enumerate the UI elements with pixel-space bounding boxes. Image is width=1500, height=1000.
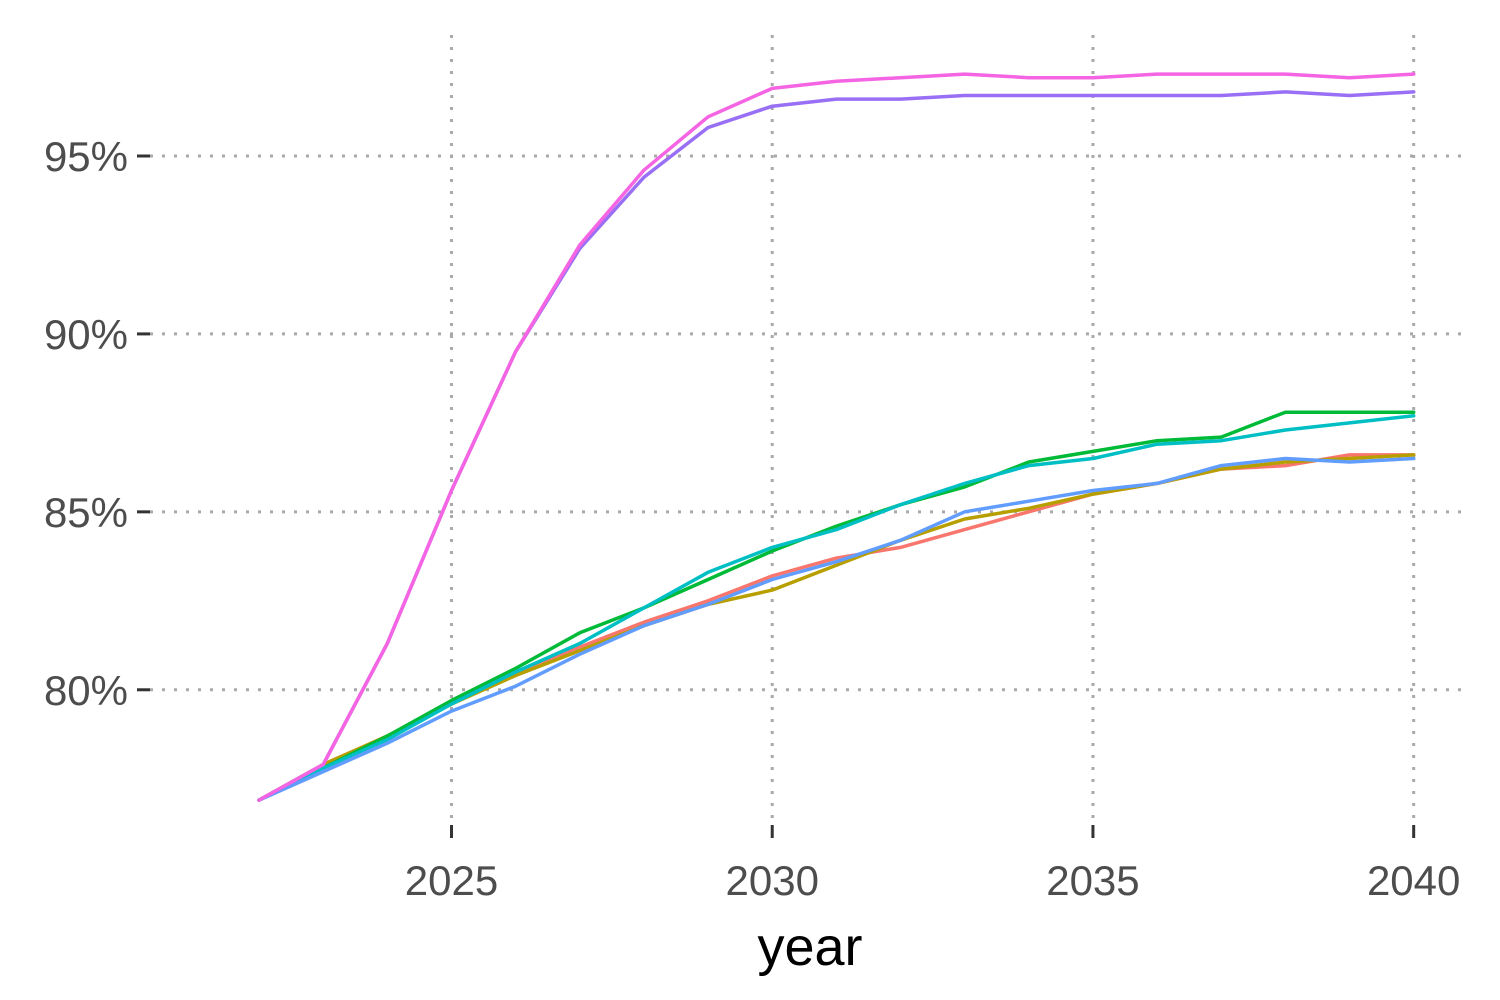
x-tick-label: 2030 — [726, 857, 819, 904]
y-tick-label: 80% — [44, 667, 128, 714]
y-tick-label: 95% — [44, 133, 128, 180]
series-line-6 — [257, 90, 1416, 802]
series-line-7 — [257, 72, 1416, 802]
y-tick-label: 90% — [44, 311, 128, 358]
x-tick-label: 2025 — [405, 857, 498, 904]
series-line-5 — [257, 456, 1416, 802]
y-tick-label: 85% — [44, 489, 128, 536]
series-line-2 — [257, 453, 1416, 802]
series-line-4 — [257, 414, 1416, 802]
x-tick-label: 2035 — [1046, 857, 1139, 904]
x-tick-label: 2040 — [1367, 857, 1460, 904]
axis-ticks: 80% 85% 90% 95% 2025 2030 2035 2040 — [44, 133, 1460, 904]
grid — [150, 35, 1465, 825]
series-line-3 — [257, 410, 1416, 802]
x-axis-title: year — [757, 917, 862, 977]
series-line-1 — [257, 453, 1416, 802]
series-lines — [257, 72, 1416, 802]
